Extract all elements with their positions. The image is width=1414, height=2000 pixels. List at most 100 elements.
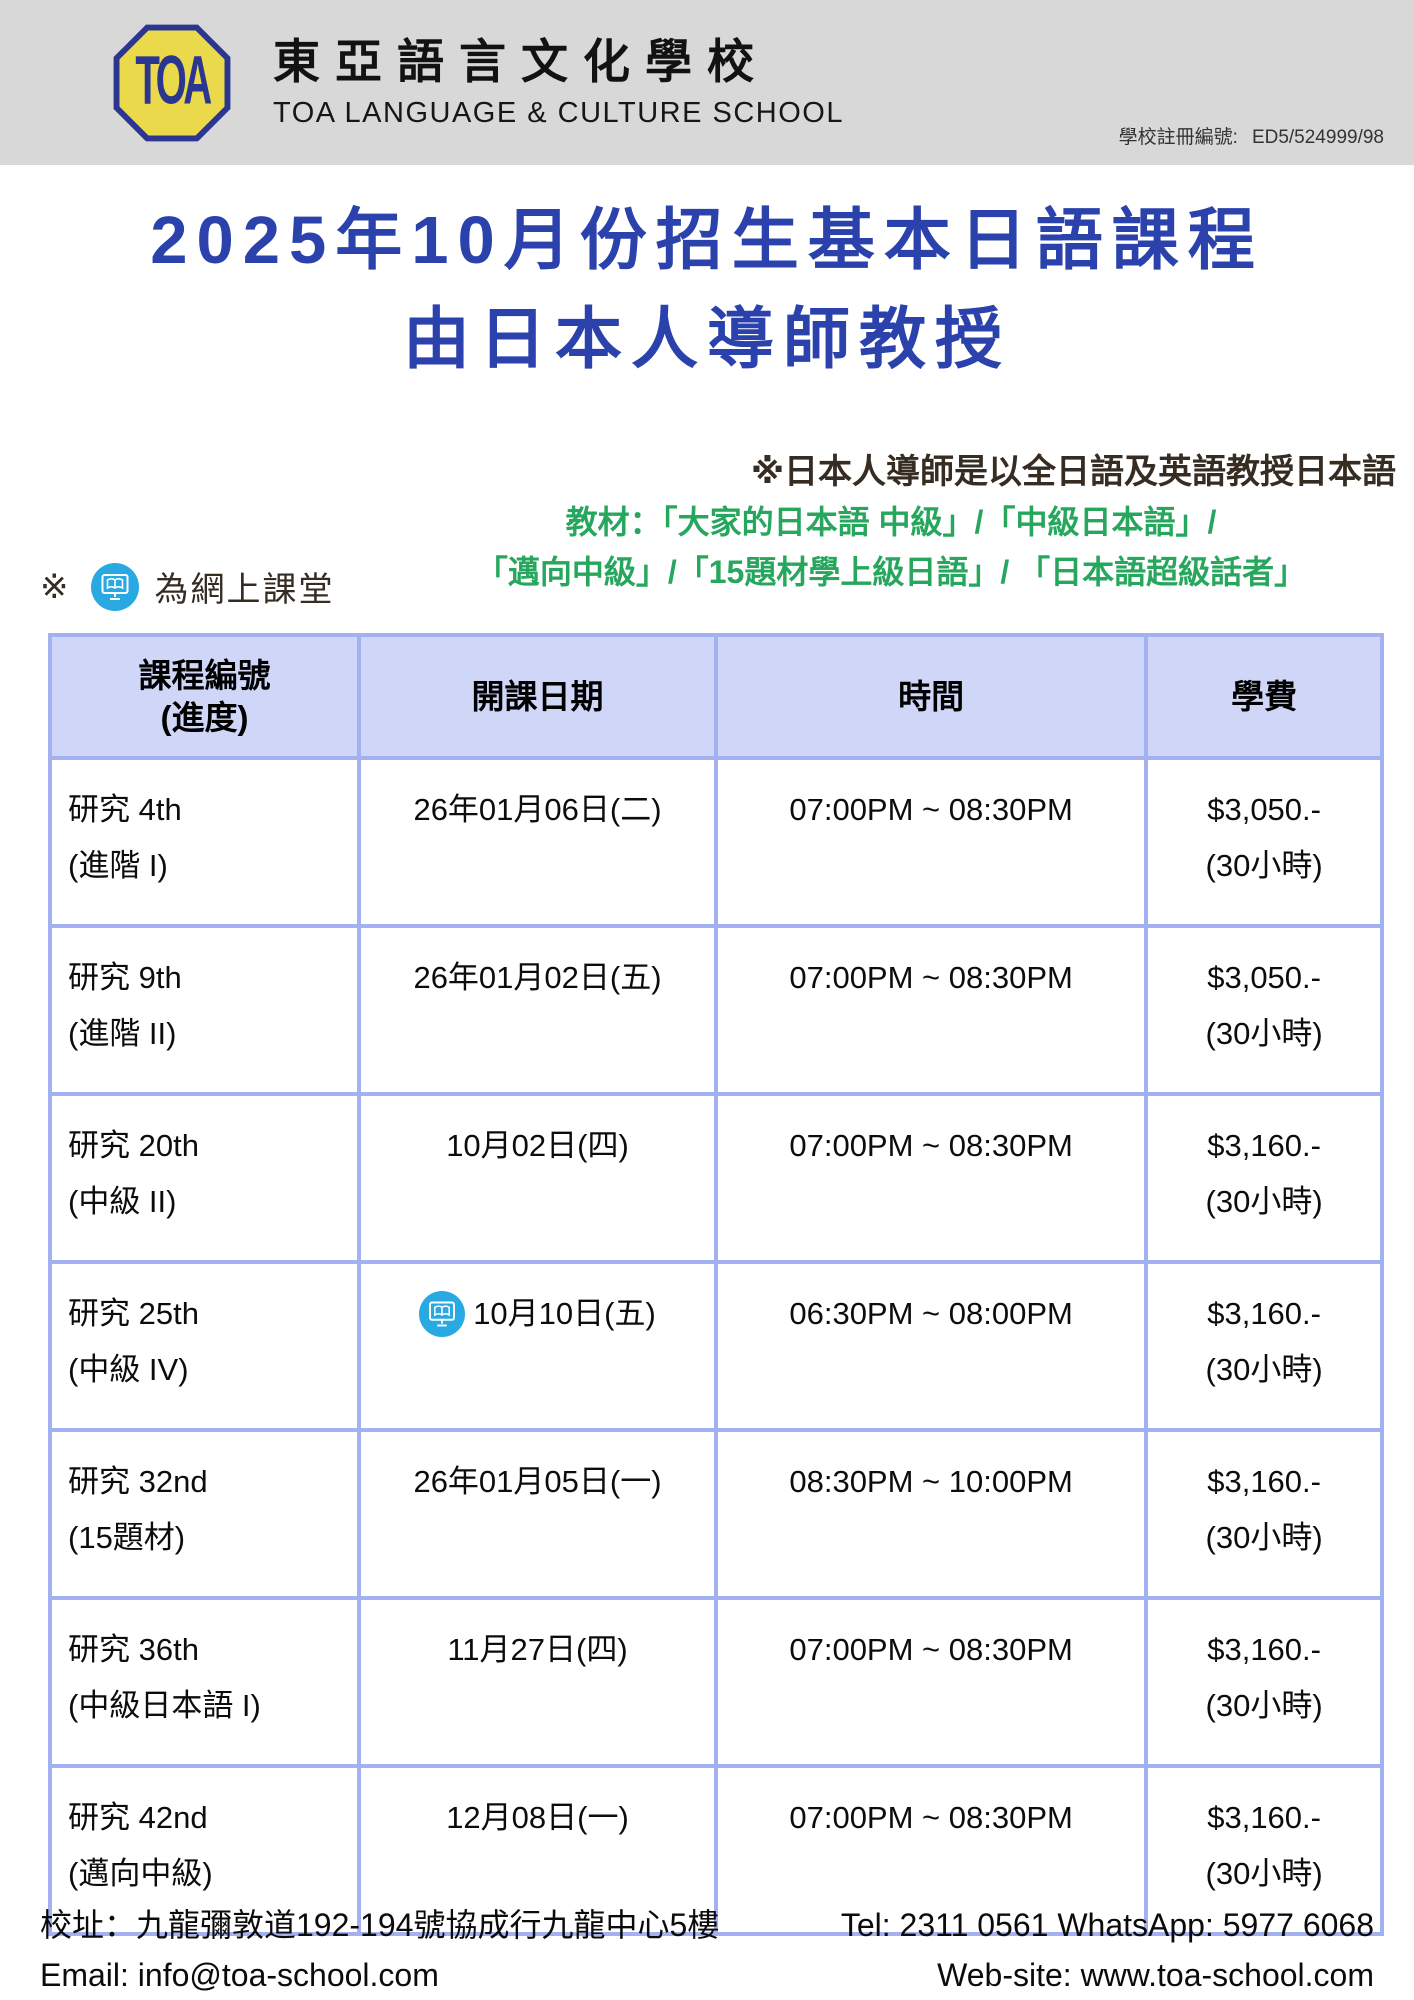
fee-cell: $3,160.- (30小時) <box>1144 1260 1384 1432</box>
course-level: (中級 II) <box>68 1184 177 1219</box>
start-date-cell: 12月08日(一) <box>357 1764 718 1936</box>
start-date-cell: 11月27日(四) <box>357 1596 718 1768</box>
course-level: (邁向中級) <box>68 1856 213 1891</box>
time-cell: 07:00PM ~ 08:30PM <box>713 756 1149 928</box>
instructor-note: ※日本人導師是以全日語及英語教授日本語 <box>750 453 1396 491</box>
course-level: (中級日本語 I) <box>68 1688 261 1723</box>
course-code-cell: 研究 9th (進階 II) <box>47 924 362 1096</box>
registration-label: 學校註冊編號: <box>1118 127 1238 148</box>
fee-hours: (30小時) <box>1205 1688 1323 1723</box>
fee-cell: $3,050.- (30小時) <box>1144 924 1384 1096</box>
course-code-cell: 研究 20th (中級 II) <box>47 1092 362 1264</box>
start-date-cell: 26年01月02日(五) <box>357 924 718 1096</box>
footer-right-block: Tel: 2311 0561 WhatsApp: 5977 6068 Web-s… <box>841 1900 1374 2000</box>
school-name-en: TOA LANGUAGE & CULTURE SCHOOL <box>273 97 844 130</box>
course-code: 研究 36th <box>68 1632 199 1667</box>
school-phone: Tel: 2311 0561 WhatsApp: 5977 6068 <box>840 1907 1374 1943</box>
start-date: 11月27日(四) <box>447 1632 628 1667</box>
fee-hours: (30小時) <box>1205 1352 1323 1387</box>
fee-cell: $3,160.- (30小時) <box>1144 1428 1384 1600</box>
col-header-time: 時間 <box>713 633 1149 760</box>
course-code-cell: 研究 42nd (邁向中級) <box>47 1764 362 1936</box>
time-cell: 06:30PM ~ 08:00PM <box>713 1260 1149 1432</box>
time-cell: 07:00PM ~ 08:30PM <box>713 1764 1149 1936</box>
table-row: 研究 9th (進階 II) 26年01月02日(五) 07:00PM ~ 08… <box>47 924 1384 1096</box>
course-code-cell: 研究 36th (中級日本語 I) <box>47 1596 362 1768</box>
course-level: (進階 II) <box>68 1016 177 1051</box>
materials-note-line-1: 教材：「大家的日本語 中級」/「中級日本語」/ <box>565 504 1217 540</box>
notes-section: ※日本人導師是以全日語及英語教授日本語 教材：「大家的日本語 中級」/「中級日本… <box>0 447 1414 617</box>
table-header-row: 課程編號 (進度) 開課日期 時間 學費 <box>47 633 1384 760</box>
footer-left-block: 校址：九龍彌敦道192-194號協成行九龍中心5樓 Email: info@to… <box>40 1900 719 2000</box>
start-date: 26年01月05日(一) <box>413 1464 662 1499</box>
time-range: 07:00PM ~ 08:30PM <box>789 792 1073 827</box>
reference-mark: ※ <box>40 567 71 606</box>
online-class-label: 為網上課堂 <box>154 571 335 609</box>
fee-cell: $3,050.- (30小時) <box>1144 756 1384 928</box>
time-cell: 08:30PM ~ 10:00PM <box>713 1428 1149 1600</box>
start-date-cell: 10月02日(四) <box>357 1092 718 1264</box>
course-schedule-table: 課程編號 (進度) 開課日期 時間 學費 研究 4th (進階 I) 26年01… <box>47 633 1384 1936</box>
fee-cell: $3,160.- (30小時) <box>1144 1092 1384 1264</box>
school-email: Email: info@toa-school.com <box>40 1957 439 1993</box>
table-row: 研究 25th (中級 IV) 10月10日(五) <box>47 1260 1384 1432</box>
table-row: 研究 36th (中級日本語 I) 11月27日(四) 07:00PM ~ 08… <box>47 1596 1384 1768</box>
header-bar: TOA 東亞語言文化學校 TOA LANGUAGE & CULTURE SCHO… <box>0 0 1414 165</box>
school-name-zh: 東亞語言文化學校 <box>273 34 769 88</box>
course-code: 研究 20th <box>68 1128 199 1163</box>
course-code: 研究 32nd <box>68 1464 208 1499</box>
fee-cell: $3,160.- (30小時) <box>1144 1596 1384 1768</box>
time-cell: 07:00PM ~ 08:30PM <box>713 1092 1149 1264</box>
start-date: 26年01月06日(二) <box>413 792 662 827</box>
col-header-course-code-line1: 課程編號 <box>138 657 271 695</box>
table-row: 研究 4th (進階 I) 26年01月06日(二) 07:00PM ~ 08:… <box>47 756 1384 928</box>
online-class-icon <box>419 1291 466 1337</box>
main-title: 2025年10月份招生基本日語課程 由日本人導師教授 <box>0 165 1414 389</box>
time-range: 07:00PM ~ 08:30PM <box>789 1128 1073 1163</box>
time-range: 08:30PM ~ 10:00PM <box>789 1464 1073 1499</box>
course-code-cell: 研究 32nd (15題材) <box>47 1428 362 1600</box>
school-address: 校址：九龍彌敦道192-194號協成行九龍中心5樓 <box>40 1907 720 1943</box>
toa-school-logo-icon: TOA <box>113 24 231 141</box>
col-header-start-date: 開課日期 <box>357 633 718 760</box>
fee-amount: $3,160.- <box>1207 1128 1321 1163</box>
fee-amount: $3,160.- <box>1207 1800 1321 1835</box>
time-range: 07:00PM ~ 08:30PM <box>789 1632 1073 1667</box>
fee-amount: $3,160.- <box>1207 1464 1321 1499</box>
online-class-legend: ※ 為網上課堂 <box>40 562 335 611</box>
course-code: 研究 42nd <box>68 1800 208 1835</box>
col-header-fee: 學費 <box>1144 633 1384 760</box>
fee-hours: (30小時) <box>1205 1016 1323 1051</box>
table-row: 研究 32nd (15題材) 26年01月05日(一) 08:30PM ~ 10… <box>47 1428 1384 1600</box>
footer: 校址：九龍彌敦道192-194號協成行九龍中心5樓 Email: info@to… <box>40 1900 1374 2000</box>
start-date: 12月08日(一) <box>446 1800 629 1835</box>
course-level: (15題材) <box>68 1520 186 1555</box>
course-level: (進階 I) <box>68 848 168 883</box>
fee-hours: (30小時) <box>1205 1520 1323 1555</box>
course-code-cell: 研究 4th (進階 I) <box>47 756 362 928</box>
registration-number: 學校註冊編號: ED5/524999/98 <box>1119 122 1384 149</box>
time-cell: 07:00PM ~ 08:30PM <box>713 1596 1149 1768</box>
registration-value: ED5/524999/98 <box>1251 127 1384 148</box>
table-row: 研究 20th (中級 II) 10月02日(四) 07:00PM ~ 08:3… <box>47 1092 1384 1264</box>
school-names: 東亞語言文化學校 TOA LANGUAGE & CULTURE SCHOOL <box>273 35 844 130</box>
fee-amount: $3,050.- <box>1207 960 1321 995</box>
fee-amount: $3,160.- <box>1207 1632 1321 1667</box>
start-date: 10月10日(五) <box>473 1296 656 1331</box>
table-row: 研究 42nd (邁向中級) 12月08日(一) 07:00PM ~ 08:30… <box>47 1764 1384 1936</box>
start-date-cell: 10月10日(五) <box>357 1260 718 1432</box>
course-code-cell: 研究 25th (中級 IV) <box>47 1260 362 1432</box>
fee-cell: $3,160.- (30小時) <box>1144 1764 1384 1936</box>
time-cell: 07:00PM ~ 08:30PM <box>713 924 1149 1096</box>
notes-right-block: ※日本人導師是以全日語及英語教授日本語 教材：「大家的日本語 中級」/「中級日本… <box>386 447 1396 597</box>
time-range: 07:00PM ~ 08:30PM <box>789 960 1073 995</box>
svg-text:TOA: TOA <box>135 41 211 118</box>
start-date-cell: 26年01月05日(一) <box>357 1428 718 1600</box>
fee-hours: (30小時) <box>1205 1184 1323 1219</box>
fee-hours: (30小時) <box>1205 848 1323 883</box>
course-code: 研究 25th <box>68 1296 199 1331</box>
online-class-icon <box>90 562 139 611</box>
start-date: 10月02日(四) <box>446 1128 629 1163</box>
course-code: 研究 4th <box>68 792 182 827</box>
